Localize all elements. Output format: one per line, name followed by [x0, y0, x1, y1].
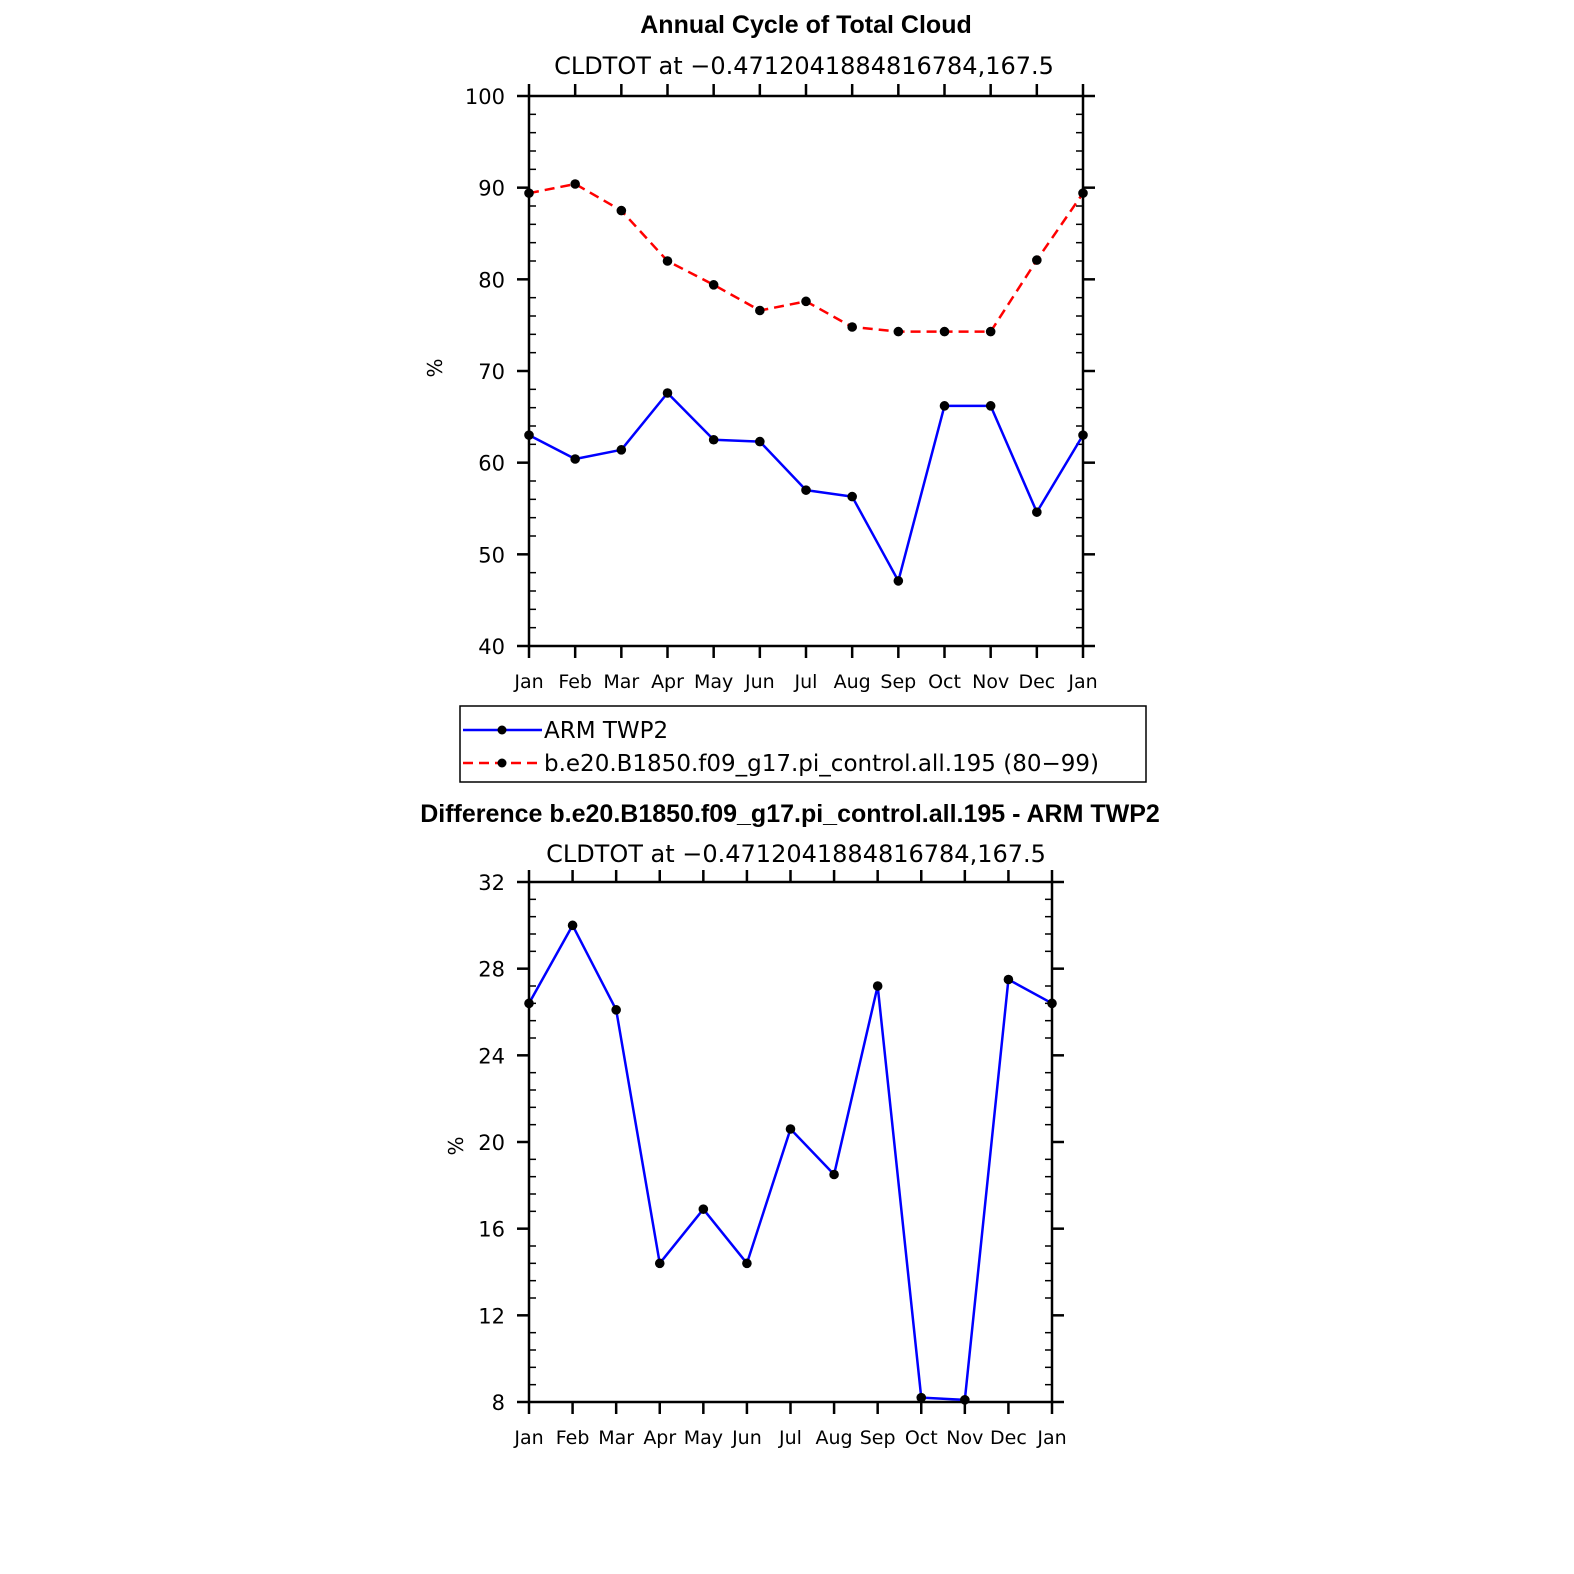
chart1-xtick-label: Nov	[972, 671, 1009, 693]
chart1-ytick-label: 60	[478, 452, 505, 476]
chart1-xtick-label: Jan	[1067, 671, 1097, 693]
chart1-frame	[527, 94, 1085, 648]
chart2-xtick-label: Jul	[778, 1427, 802, 1449]
chart2-xtick-label: Oct	[905, 1427, 938, 1449]
chart1-xtick-label: Oct	[928, 671, 961, 693]
chart1-point-0	[708, 434, 719, 445]
chart1-point-0	[847, 491, 857, 502]
chart2-point-0	[829, 1169, 839, 1180]
chart1-xtick-label: Mar	[603, 671, 639, 693]
chart2-ytick-label: 32	[478, 871, 505, 895]
chart1-point-0	[1078, 430, 1088, 440]
chart1-ytick-label: 90	[478, 177, 505, 201]
chart1-xtick-label: Sep	[880, 671, 916, 693]
chart2-ytick-label: 20	[478, 1131, 505, 1155]
chart1-point-0	[524, 430, 534, 440]
chart1-point-1	[1078, 188, 1088, 198]
chart1-ytick-label: 100	[465, 85, 505, 109]
chart2-point-0	[654, 1258, 665, 1269]
chart2-title: Difference b.e20.B1850.f09_g17.pi_contro…	[420, 800, 1160, 828]
chart1-ytick-label: 50	[478, 543, 505, 567]
chart2-point-0	[960, 1395, 970, 1405]
chart2-ytick-label: 8	[492, 1391, 505, 1415]
chart2-point-0	[1003, 974, 1014, 985]
chart1-subtitle: CLDTOT at −0.4712041884816784,167.5	[554, 52, 1054, 80]
chart1-ytick-label: 40	[478, 635, 505, 659]
chart1-xtick-label: Jun	[744, 671, 775, 693]
legend-label-model: b.e20.B1850.f09_g17.pi_control.all.195 (…	[544, 751, 1099, 777]
chart1-xtick-label: Jul	[794, 671, 818, 693]
chart1-series-line-1	[528, 182, 1085, 333]
chart2-ytick-label: 24	[478, 1044, 505, 1068]
chart2-xtick-label: Sep	[860, 1427, 896, 1449]
chart2-plot: 8 12 16 20 24 28 32 Jan Feb Mar Apr May Jun Jul Aug Sep…	[478, 870, 1067, 1449]
chart1-xtick-label: Dec	[1018, 671, 1055, 693]
chart1-point-0	[801, 485, 811, 495]
chart2-point-0	[524, 998, 534, 1009]
chart1-point-1	[1032, 255, 1042, 265]
chart1-point-1	[662, 256, 673, 266]
chart2-ytick-label: 12	[478, 1304, 505, 1328]
chart2-xtick-label: Nov	[946, 1427, 983, 1449]
chart1-point-1	[893, 326, 904, 337]
legend-marker-model	[497, 758, 507, 768]
chart1-point-1	[801, 296, 811, 307]
chart2-xtick-label: May	[684, 1427, 723, 1449]
chart2-series-line-0	[527, 924, 1053, 1402]
chart2-point-0	[916, 1392, 927, 1403]
chart1-point-1	[616, 205, 627, 216]
chart1-xtick-label: Aug	[834, 671, 871, 693]
chart1-point-1	[524, 188, 534, 198]
chart2-xtick-label: Dec	[990, 1427, 1027, 1449]
chart1-point-1	[985, 326, 996, 337]
chart1-point-0	[985, 401, 996, 411]
chart1-point-1	[939, 326, 950, 337]
chart1-point-1	[755, 305, 765, 316]
chart1-title: Annual Cycle of Total Cloud	[640, 11, 971, 39]
chart1-plot: 40 50 60 70 80 90 100 Jan Feb Mar Apr May Jun Jul Aug S…	[465, 84, 1098, 693]
chart2-point-0	[872, 981, 883, 991]
chart1-point-0	[662, 388, 673, 398]
chart2-point-0	[698, 1204, 709, 1214]
chart2-xtick-label: Jan	[513, 1427, 543, 1449]
chart2-xtick-label: Feb	[556, 1427, 590, 1449]
chart2-xtick-label: Jun	[731, 1427, 762, 1449]
chart1-point-1	[708, 280, 719, 290]
legend-box	[459, 705, 1147, 783]
chart1-point-0	[893, 576, 904, 586]
chart1-point-0	[616, 445, 627, 455]
chart2-ylabel: %	[444, 1136, 468, 1155]
chart1-point-1	[570, 179, 580, 189]
chart2-xtick-label: Aug	[816, 1427, 853, 1449]
chart1-xtick-label: May	[694, 671, 733, 693]
chart1-point-0	[939, 401, 950, 411]
chart2-subtitle: CLDTOT at −0.4712041884816784,167.5	[546, 840, 1046, 868]
chart2-xtick-label: Jan	[1036, 1427, 1066, 1449]
chart1-xtick-label: Jan	[513, 671, 543, 693]
chart1-point-0	[1032, 507, 1042, 517]
chart2-point-0	[1047, 998, 1057, 1009]
chart2-point-0	[567, 920, 578, 931]
chart1-point-1	[847, 322, 857, 332]
chart1-point-0	[570, 454, 580, 464]
chart2-xtick-label: Apr	[643, 1427, 676, 1449]
chart1-ytick-label: 70	[478, 360, 505, 384]
chart2-point-0	[785, 1124, 796, 1134]
chart1-ylabel: %	[423, 358, 447, 377]
legend-marker-arm	[497, 725, 507, 735]
chart2-point-0	[611, 1005, 621, 1015]
chart1-ytick-label: 80	[478, 268, 505, 292]
chart2-xtick-label: Mar	[598, 1427, 634, 1449]
chart2-ytick-label: 28	[478, 958, 505, 982]
chart1-xtick-label: Feb	[558, 671, 592, 693]
legend-label-arm: ARM TWP2	[544, 718, 668, 744]
chart1-xtick-label: Apr	[651, 671, 684, 693]
chart1-point-0	[755, 436, 765, 447]
chart2-point-0	[742, 1258, 752, 1269]
legend: ARM TWP2 b.e20.B1850.f09_g17.pi_control.…	[459, 705, 1147, 783]
chart2-ytick-label: 16	[478, 1218, 505, 1242]
